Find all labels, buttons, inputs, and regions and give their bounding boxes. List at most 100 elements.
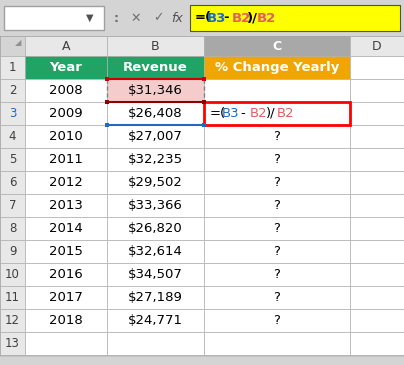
Text: B2: B2 [232, 12, 251, 24]
Bar [105, 123, 109, 127]
Bar [4, 6, 104, 30]
Text: ✕: ✕ [131, 12, 141, 24]
Text: $26,820: $26,820 [128, 222, 183, 235]
Bar [107, 217, 204, 240]
Bar [25, 194, 107, 217]
Text: 2008: 2008 [49, 84, 83, 97]
Text: B2: B2 [257, 12, 276, 24]
Bar [350, 332, 404, 355]
Bar [105, 77, 109, 81]
Text: 4: 4 [9, 130, 16, 143]
Bar [25, 56, 107, 79]
Bar [350, 263, 404, 286]
Bar [0, 125, 25, 148]
Text: )/: )/ [247, 12, 258, 24]
Text: B3: B3 [207, 12, 226, 24]
Bar [0, 263, 25, 286]
Bar [202, 100, 206, 104]
Text: ▼: ▼ [86, 13, 94, 23]
Bar [107, 148, 204, 171]
Text: 1: 1 [9, 61, 16, 74]
Bar [0, 56, 25, 79]
Text: $27,007: $27,007 [128, 130, 183, 143]
Bar [107, 286, 204, 309]
Bar [107, 36, 204, 56]
Text: 2014: 2014 [49, 222, 83, 235]
Bar [190, 5, 400, 31]
Bar [25, 286, 107, 309]
Bar [25, 240, 107, 263]
Bar [350, 148, 404, 171]
Bar [350, 309, 404, 332]
Bar [0, 148, 25, 171]
Bar [204, 79, 350, 102]
Text: 2013: 2013 [49, 199, 83, 212]
Bar [204, 332, 350, 355]
Text: 2018: 2018 [49, 314, 83, 327]
Text: -: - [240, 107, 245, 120]
Bar [204, 171, 350, 194]
Bar [25, 171, 107, 194]
Bar [204, 217, 350, 240]
Bar [0, 309, 25, 332]
Bar [350, 286, 404, 309]
Text: ?: ? [274, 245, 280, 258]
Text: fx: fx [171, 12, 183, 24]
Text: $31,346: $31,346 [128, 84, 183, 97]
Text: $32,614: $32,614 [128, 245, 183, 258]
Text: 3: 3 [9, 107, 16, 120]
Text: )/: )/ [266, 107, 276, 120]
Bar [25, 36, 107, 56]
Bar [0, 36, 25, 56]
Bar [105, 100, 109, 104]
Text: 2011: 2011 [49, 153, 83, 166]
Bar [25, 309, 107, 332]
Text: ?: ? [274, 222, 280, 235]
Text: A: A [62, 39, 70, 53]
Bar [0, 79, 25, 102]
Text: 5: 5 [9, 153, 16, 166]
Text: % Change Yearly: % Change Yearly [215, 61, 339, 74]
Text: B2: B2 [277, 107, 295, 120]
Text: 10: 10 [5, 268, 20, 281]
Bar [0, 194, 25, 217]
Text: 11: 11 [5, 291, 20, 304]
Text: 7: 7 [9, 199, 16, 212]
Text: 2009: 2009 [49, 107, 83, 120]
Text: ?: ? [274, 130, 280, 143]
Text: Revenue: Revenue [123, 61, 188, 74]
Text: ?: ? [274, 199, 280, 212]
Bar [0, 286, 25, 309]
Text: $24,771: $24,771 [128, 314, 183, 327]
Text: ?: ? [274, 268, 280, 281]
Bar [25, 263, 107, 286]
Text: 13: 13 [5, 337, 20, 350]
Bar [350, 217, 404, 240]
Text: 6: 6 [9, 176, 16, 189]
Bar [107, 309, 204, 332]
Text: 2015: 2015 [49, 245, 83, 258]
Bar [25, 125, 107, 148]
Bar [25, 217, 107, 240]
Bar [0, 36, 404, 355]
Bar [350, 79, 404, 102]
Text: $27,189: $27,189 [128, 291, 183, 304]
Text: $34,507: $34,507 [128, 268, 183, 281]
Text: ?: ? [274, 291, 280, 304]
Text: 8: 8 [9, 222, 16, 235]
Text: B2: B2 [250, 107, 267, 120]
Text: Year: Year [50, 61, 82, 74]
Text: $32,235: $32,235 [128, 153, 183, 166]
Text: ?: ? [274, 314, 280, 327]
Bar [204, 148, 350, 171]
Bar [107, 171, 204, 194]
Bar [0, 0, 404, 36]
Text: ✓: ✓ [153, 12, 163, 24]
Bar [204, 240, 350, 263]
Bar [107, 263, 204, 286]
Bar [202, 123, 206, 127]
Text: 9: 9 [9, 245, 16, 258]
Bar [0, 217, 25, 240]
Text: $26,408: $26,408 [128, 107, 183, 120]
Bar [202, 77, 206, 81]
